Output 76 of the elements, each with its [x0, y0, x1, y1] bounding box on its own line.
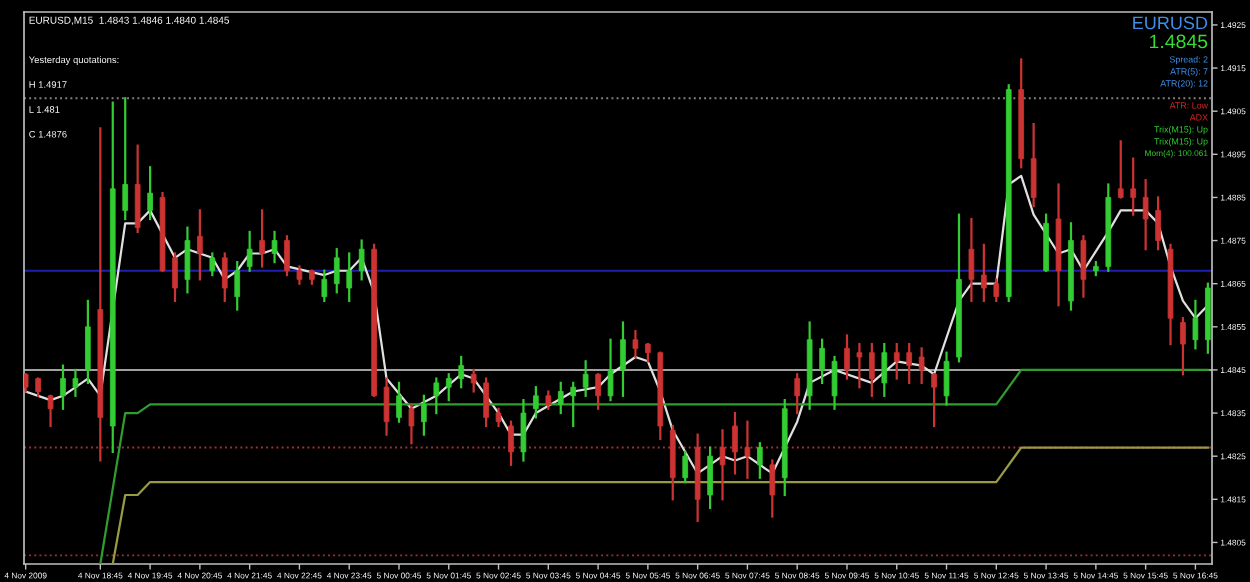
candlestick [918, 347, 925, 384]
candlestick [234, 261, 241, 311]
candlestick [1142, 179, 1149, 251]
candlestick [1130, 157, 1137, 216]
candlestick [757, 442, 763, 479]
candlestick [769, 459, 776, 518]
candlestick [620, 321, 626, 397]
candlestick [520, 399, 527, 462]
candlestick [981, 243, 987, 303]
candlestick [134, 144, 141, 234]
candlestick [744, 420, 751, 479]
candlestick [433, 377, 440, 415]
annotation: 1.4845 [1150, 34, 1208, 49]
candlestick [1180, 317, 1186, 376]
candlestick [221, 252, 228, 303]
candlestick [47, 394, 54, 428]
line-series [111, 446, 1209, 564]
candlestick [669, 424, 676, 501]
candlestick [321, 269, 328, 303]
candlestick [284, 235, 290, 277]
candlestick [408, 403, 415, 445]
candlestick [383, 377, 390, 436]
candlestick [719, 429, 726, 501]
candlestick [1117, 140, 1124, 199]
candlestick [595, 373, 601, 410]
candlestick [333, 248, 340, 294]
candlestick [732, 411, 738, 475]
candlestick [396, 381, 402, 423]
candlestick [1043, 213, 1049, 272]
candlestick [831, 355, 838, 410]
candlestick [458, 355, 465, 389]
annotation: EURUSD [1133, 16, 1208, 30]
candlestick [172, 252, 178, 303]
candlestick [421, 394, 427, 436]
candlestick [85, 299, 91, 384]
candlestick [1192, 299, 1199, 350]
candlestick [993, 278, 1000, 303]
candlestick [72, 368, 79, 397]
candlestick [346, 252, 353, 303]
candlestick [209, 252, 216, 277]
candlestick [943, 351, 950, 406]
candlestick [1155, 196, 1161, 251]
candlestick [358, 239, 365, 281]
candlestick [881, 342, 888, 397]
candlestick [707, 446, 713, 510]
candlestick [184, 226, 191, 294]
candlestick [246, 230, 253, 272]
candlestick [147, 166, 153, 221]
candlestick [570, 381, 577, 428]
candlestick [60, 364, 66, 410]
candlestick [445, 373, 452, 402]
candlestick [968, 217, 975, 303]
candlestick [869, 342, 875, 397]
candlestick [893, 342, 900, 380]
candlestick [906, 342, 913, 384]
candlestick [682, 450, 689, 484]
candlestick [1080, 235, 1087, 298]
candlestick [582, 360, 589, 397]
candlestick [122, 97, 129, 221]
candlestick [607, 338, 614, 402]
candlestick [1030, 123, 1037, 208]
candlestick [794, 373, 801, 415]
candlestick [259, 209, 265, 268]
candlestick [271, 230, 278, 264]
candlestick [632, 330, 639, 359]
candlestick [819, 338, 825, 384]
candlestick [197, 209, 203, 281]
candlestick [557, 381, 564, 415]
candlestick [508, 420, 514, 466]
candlestick [844, 334, 850, 380]
candlestick [533, 386, 539, 419]
candlestick [483, 377, 489, 428]
candlestick [931, 373, 937, 428]
candlestick [856, 342, 863, 389]
line-series [99, 368, 1209, 564]
candlestick [470, 368, 477, 393]
